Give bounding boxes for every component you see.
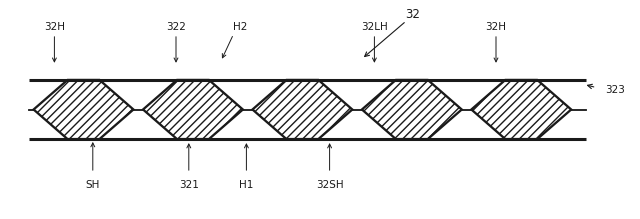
Polygon shape	[253, 80, 353, 139]
Polygon shape	[471, 80, 572, 139]
Text: 321: 321	[179, 180, 199, 190]
Text: 32H: 32H	[44, 22, 65, 32]
Text: 32LH: 32LH	[361, 22, 388, 32]
Polygon shape	[34, 80, 134, 139]
Text: 323: 323	[605, 85, 625, 95]
Text: 32H: 32H	[486, 22, 506, 32]
Text: 322: 322	[166, 22, 186, 32]
Polygon shape	[362, 80, 462, 139]
Text: 32: 32	[405, 8, 420, 21]
Text: H1: H1	[239, 180, 253, 190]
Text: SH: SH	[86, 180, 100, 190]
Text: 32SH: 32SH	[316, 180, 344, 190]
Polygon shape	[143, 80, 243, 139]
Text: H2: H2	[233, 22, 247, 32]
